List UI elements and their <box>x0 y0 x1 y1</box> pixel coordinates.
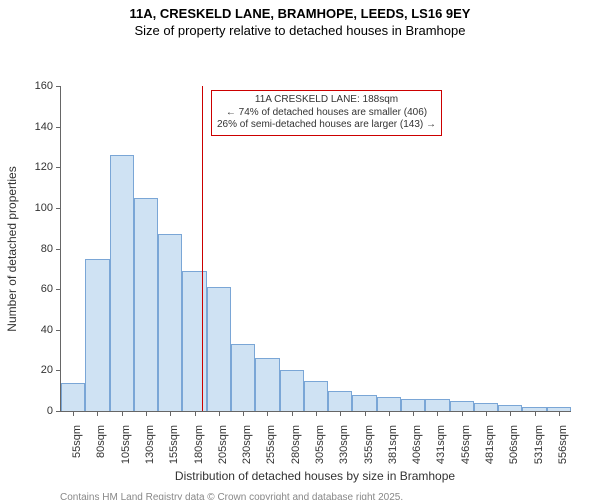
y-tick-label: 20 <box>41 364 53 376</box>
histogram-bar <box>450 401 474 411</box>
x-tick-label: 80sqm <box>95 425 107 458</box>
x-tick <box>340 411 341 416</box>
annotation-line: ← 74% of detached houses are smaller (40… <box>217 107 436 120</box>
x-tick-label: 105sqm <box>120 425 132 464</box>
x-tick-label: 431sqm <box>435 425 447 464</box>
y-tick <box>56 411 61 412</box>
annotation-line: 26% of semi-detached houses are larger (… <box>217 119 436 132</box>
title-line-1: 11A, CRESKELD LANE, BRAMHOPE, LEEDS, LS1… <box>0 6 600 21</box>
x-tick-label: 305sqm <box>314 425 326 464</box>
annotation-box: 11A CRESKELD LANE: 188sqm← 74% of detach… <box>211 90 442 136</box>
x-tick-label: 531sqm <box>533 425 545 464</box>
x-tick-label: 230sqm <box>241 425 253 464</box>
x-tick-label: 55sqm <box>71 425 83 458</box>
x-tick <box>243 411 244 416</box>
x-tick <box>195 411 196 416</box>
x-tick-label: 406sqm <box>411 425 423 464</box>
x-tick-label: 355sqm <box>363 425 375 464</box>
x-tick-label: 255sqm <box>265 425 277 464</box>
x-tick-label: 381sqm <box>387 425 399 464</box>
histogram-bar <box>110 155 134 411</box>
x-tick-label: 180sqm <box>193 425 205 464</box>
x-tick-label: 130sqm <box>144 425 156 464</box>
histogram-bar <box>85 259 109 411</box>
y-tick <box>56 330 61 331</box>
y-tick <box>56 249 61 250</box>
x-tick-label: 456sqm <box>460 425 472 464</box>
histogram-bar <box>328 391 352 411</box>
x-tick-label: 205sqm <box>217 425 229 464</box>
y-tick <box>56 86 61 87</box>
x-tick <box>365 411 366 416</box>
histogram-bar <box>401 399 425 411</box>
histogram-bar <box>377 397 401 411</box>
histogram-bar <box>158 234 182 411</box>
y-tick-label: 80 <box>41 243 53 255</box>
x-tick-label: 481sqm <box>484 425 496 464</box>
x-tick <box>146 411 147 416</box>
y-tick <box>56 127 61 128</box>
histogram-bar <box>231 344 255 411</box>
histogram-bar <box>352 395 376 411</box>
x-tick <box>316 411 317 416</box>
histogram-bar <box>280 370 304 411</box>
y-tick <box>56 370 61 371</box>
footer-line-1: Contains HM Land Registry data © Crown c… <box>60 491 442 500</box>
y-tick <box>56 289 61 290</box>
x-tick-label: 330sqm <box>338 425 350 464</box>
y-tick-label: 160 <box>35 80 53 92</box>
x-tick <box>462 411 463 416</box>
x-tick <box>389 411 390 416</box>
reference-line <box>202 86 203 411</box>
histogram-bar <box>61 383 85 411</box>
x-tick-label: 155sqm <box>168 425 180 464</box>
footer-credits: Contains HM Land Registry data © Crown c… <box>60 491 442 500</box>
x-tick <box>486 411 487 416</box>
x-tick <box>413 411 414 416</box>
x-tick <box>292 411 293 416</box>
chart-titles: 11A, CRESKELD LANE, BRAMHOPE, LEEDS, LS1… <box>0 0 600 38</box>
y-tick-label: 60 <box>41 283 53 295</box>
x-tick <box>559 411 560 416</box>
annotation-line: 11A CRESKELD LANE: 188sqm <box>217 94 436 107</box>
histogram-bar <box>474 403 498 411</box>
x-tick-label: 556sqm <box>557 425 569 464</box>
x-tick <box>73 411 74 416</box>
y-tick <box>56 167 61 168</box>
x-tick <box>535 411 536 416</box>
y-tick <box>56 208 61 209</box>
x-tick <box>170 411 171 416</box>
title-line-2: Size of property relative to detached ho… <box>0 23 600 38</box>
histogram-bar <box>255 358 279 411</box>
y-tick-label: 120 <box>35 161 53 173</box>
y-tick-label: 100 <box>35 202 53 214</box>
x-tick-label: 280sqm <box>290 425 302 464</box>
histogram-bar <box>134 198 158 411</box>
x-tick-label: 506sqm <box>508 425 520 464</box>
plot-area: 02040608010012014016055sqm80sqm105sqm130… <box>60 86 571 412</box>
x-axis-label: Distribution of detached houses by size … <box>60 469 570 483</box>
x-tick <box>219 411 220 416</box>
y-tick-label: 40 <box>41 324 53 336</box>
y-tick-label: 0 <box>47 405 53 417</box>
x-tick <box>510 411 511 416</box>
x-tick <box>97 411 98 416</box>
histogram-bar <box>207 287 231 411</box>
histogram-bar <box>425 399 449 411</box>
x-tick <box>437 411 438 416</box>
x-tick <box>267 411 268 416</box>
histogram-bar <box>304 381 328 411</box>
y-axis-label: Number of detached properties <box>5 166 19 331</box>
y-tick-label: 140 <box>35 121 53 133</box>
x-tick <box>122 411 123 416</box>
